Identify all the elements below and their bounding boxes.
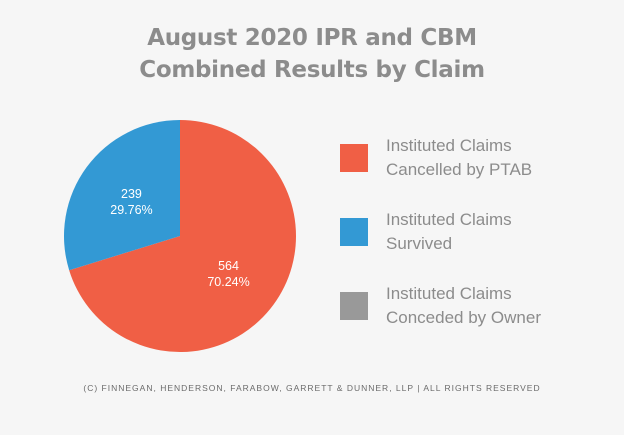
legend-swatch-survived xyxy=(340,218,368,246)
pie-value-label-1: 239 xyxy=(121,187,142,201)
pie-slice-0 xyxy=(69,120,296,352)
pie-value-label-0: 564 xyxy=(218,259,239,273)
legend-label-survived-line2: Survived xyxy=(386,234,453,253)
copyright-footer: (C) FINNEGAN, HENDERSON, FARABOW, GARRET… xyxy=(83,383,541,393)
chart-title-line2: Combined Results by Claim xyxy=(139,57,485,83)
chart-title: August 2020 IPR and CBM Combined Results… xyxy=(0,22,624,86)
legend-label-conceded: Instituted Claims Conceded by Owner xyxy=(386,282,541,330)
pie-chart: 564 70.24% 239 29.76% xyxy=(63,120,296,352)
pie-percent-label-1: 29.76% xyxy=(110,203,152,217)
chart-title-line1: August 2020 IPR and CBM xyxy=(147,25,477,51)
legend-swatch-cancelled xyxy=(340,144,368,172)
pie-slice-1 xyxy=(63,120,180,271)
legend-label-conceded-line2: Conceded by Owner xyxy=(386,308,541,327)
pie-percent-label-0: 70.24% xyxy=(207,275,249,289)
legend-label-survived-line1: Instituted Claims xyxy=(386,210,512,229)
legend-label-cancelled-line2: Cancelled by PTAB xyxy=(386,160,533,179)
legend-swatch-conceded xyxy=(340,292,368,320)
legend-label-cancelled-line1: Instituted Claims xyxy=(386,136,512,155)
legend-label-conceded-line1: Instituted Claims xyxy=(386,284,512,303)
legend-label-survived: Instituted Claims Survived xyxy=(386,208,512,256)
legend-label-cancelled: Instituted Claims Cancelled by PTAB xyxy=(386,134,532,182)
